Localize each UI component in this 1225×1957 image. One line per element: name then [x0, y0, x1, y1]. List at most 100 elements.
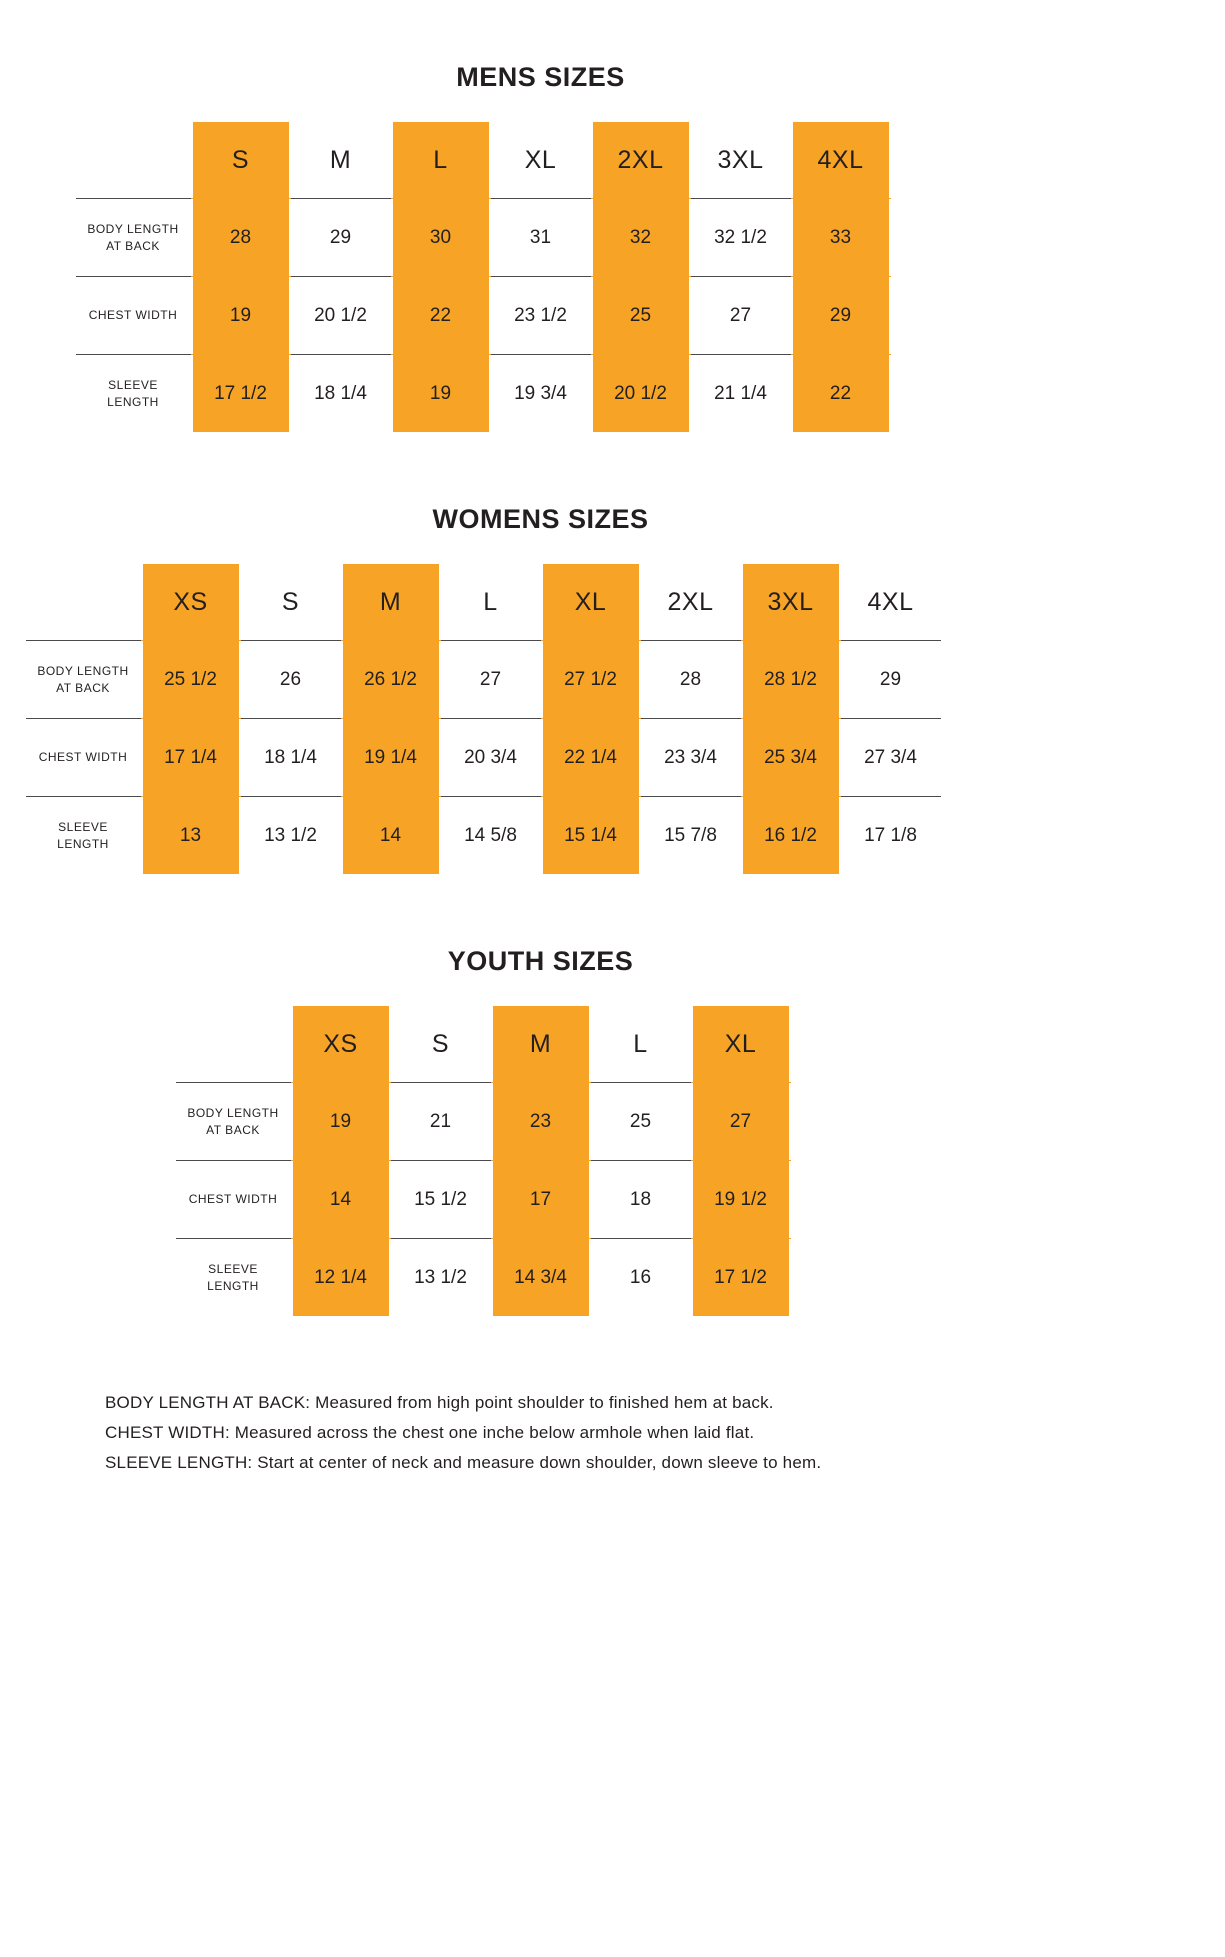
- size-header: S: [431, 1029, 450, 1058]
- size-header: XL: [691, 1006, 791, 1082]
- size-header: XL: [524, 145, 557, 174]
- size-value: 27: [690, 276, 791, 354]
- row-label: BODY LENGTH AT BACK: [75, 198, 191, 276]
- size-header: S: [191, 122, 291, 198]
- size-header: S: [281, 587, 300, 616]
- size-value: 29: [840, 640, 941, 718]
- row-label: SLEEVE LENGTH: [75, 354, 191, 432]
- size-value: 14 3/4: [490, 1238, 591, 1316]
- size-value: 33: [790, 198, 891, 276]
- size-value: 30: [390, 198, 491, 276]
- size-value: 25 1/2: [140, 640, 241, 718]
- row-label: CHEST WIDTH: [25, 718, 141, 796]
- size-value: 19: [190, 276, 291, 354]
- size-value: 16 1/2: [740, 796, 841, 874]
- size-grid: XS S M L XL 2XL 3XL 4XL BODY LENGTH AT BACK 25 1/…: [25, 564, 941, 874]
- size-value: 18 1/4: [240, 718, 341, 796]
- size-value: 28: [190, 198, 291, 276]
- size-value: 27: [440, 640, 541, 718]
- size-value: 16: [590, 1238, 691, 1316]
- size-value: 13 1/2: [390, 1238, 491, 1316]
- size-value: 18: [590, 1160, 691, 1238]
- size-value: 15 7/8: [640, 796, 741, 874]
- youth-sizes-table: YOUTH SIZES XS S M L XL BODY LENGTH AT BACK 19 2…: [175, 946, 791, 1316]
- size-header: XS: [291, 1006, 391, 1082]
- size-header: 4XL: [791, 122, 891, 198]
- size-value: 27: [690, 1082, 791, 1160]
- size-value: 29: [290, 198, 391, 276]
- row-label: CHEST WIDTH: [175, 1160, 291, 1238]
- size-value: 22 1/4: [540, 718, 641, 796]
- size-value: 28 1/2: [740, 640, 841, 718]
- size-value: 19 1/4: [340, 718, 441, 796]
- size-value: 27 3/4: [840, 718, 941, 796]
- size-value: 13: [140, 796, 241, 874]
- size-header: M: [341, 564, 441, 640]
- size-value: 28: [640, 640, 741, 718]
- size-value: 17: [490, 1160, 591, 1238]
- size-header: XS: [141, 564, 241, 640]
- table-title: MENS SIZES: [456, 62, 625, 92]
- size-value: 26: [240, 640, 341, 718]
- size-header: L: [633, 1029, 648, 1058]
- size-header: 4XL: [867, 587, 914, 616]
- row-label: SLEEVE LENGTH: [175, 1238, 291, 1316]
- size-value: 22: [390, 276, 491, 354]
- row-label: CHEST WIDTH: [75, 276, 191, 354]
- note-sleeve-length: SLEEVE LENGTH: Start at center of neck a…: [105, 1453, 822, 1472]
- row-label: BODY LENGTH AT BACK: [25, 640, 141, 718]
- size-chart-page: MENS SIZES S M L XL 2XL 3XL 4XL BODY LENGTH AT B…: [25, 62, 941, 1478]
- size-header: 2XL: [591, 122, 691, 198]
- size-value: 22: [790, 354, 891, 432]
- size-grid: XS S M L XL BODY LENGTH AT BACK 19 21 23 25 27 CHES…: [175, 1006, 791, 1316]
- corner-cell: [76, 122, 191, 198]
- size-value: 21 1/4: [690, 354, 791, 432]
- size-value: 23: [490, 1082, 591, 1160]
- size-value: 15 1/4: [540, 796, 641, 874]
- size-value: 19: [390, 354, 491, 432]
- size-value: 27 1/2: [540, 640, 641, 718]
- row-label: BODY LENGTH AT BACK: [175, 1082, 291, 1160]
- size-value: 23 3/4: [640, 718, 741, 796]
- size-header: 3XL: [741, 564, 841, 640]
- size-value: 20 3/4: [440, 718, 541, 796]
- size-header: M: [329, 145, 352, 174]
- size-header: L: [391, 122, 491, 198]
- size-value: 19: [290, 1082, 391, 1160]
- row-label: SLEEVE LENGTH: [25, 796, 141, 874]
- size-value: 13 1/2: [240, 796, 341, 874]
- size-header: XL: [541, 564, 641, 640]
- size-value: 25 3/4: [740, 718, 841, 796]
- size-value: 26 1/2: [340, 640, 441, 718]
- measurement-notes: BODY LENGTH AT BACK: Measured from high …: [105, 1388, 821, 1478]
- size-value: 17 1/2: [190, 354, 291, 432]
- size-value: 18 1/4: [290, 354, 391, 432]
- size-header: L: [483, 587, 498, 616]
- size-value: 23 1/2: [490, 276, 591, 354]
- size-value: 20 1/2: [590, 354, 691, 432]
- table-title: YOUTH SIZES: [447, 946, 634, 976]
- mens-sizes-table: MENS SIZES S M L XL 2XL 3XL 4XL BODY LENGTH AT B…: [75, 62, 891, 432]
- size-value: 25: [590, 276, 691, 354]
- size-value: 17 1/2: [690, 1238, 791, 1316]
- corner-cell: [26, 564, 141, 640]
- note-chest-width: CHEST WIDTH: Measured across the chest o…: [105, 1423, 755, 1442]
- size-grid: S M L XL 2XL 3XL 4XL BODY LENGTH AT BACK 28 29 30 3…: [75, 122, 891, 432]
- size-value: 12 1/4: [290, 1238, 391, 1316]
- size-header: 2XL: [667, 587, 714, 616]
- size-header: M: [491, 1006, 591, 1082]
- size-value: 15 1/2: [390, 1160, 491, 1238]
- size-header: 3XL: [717, 145, 764, 174]
- size-value: 19 1/2: [690, 1160, 791, 1238]
- corner-cell: [176, 1006, 291, 1082]
- size-value: 14 5/8: [440, 796, 541, 874]
- womens-sizes-table: WOMENS SIZES XS S M L XL 2XL 3XL 4XL BODY LENGTH …: [25, 504, 941, 874]
- size-value: 29: [790, 276, 891, 354]
- size-value: 14: [340, 796, 441, 874]
- size-value: 25: [590, 1082, 691, 1160]
- size-value: 19 3/4: [490, 354, 591, 432]
- size-value: 14: [290, 1160, 391, 1238]
- note-body-length: BODY LENGTH AT BACK: Measured from high …: [105, 1393, 774, 1412]
- size-value: 21: [390, 1082, 491, 1160]
